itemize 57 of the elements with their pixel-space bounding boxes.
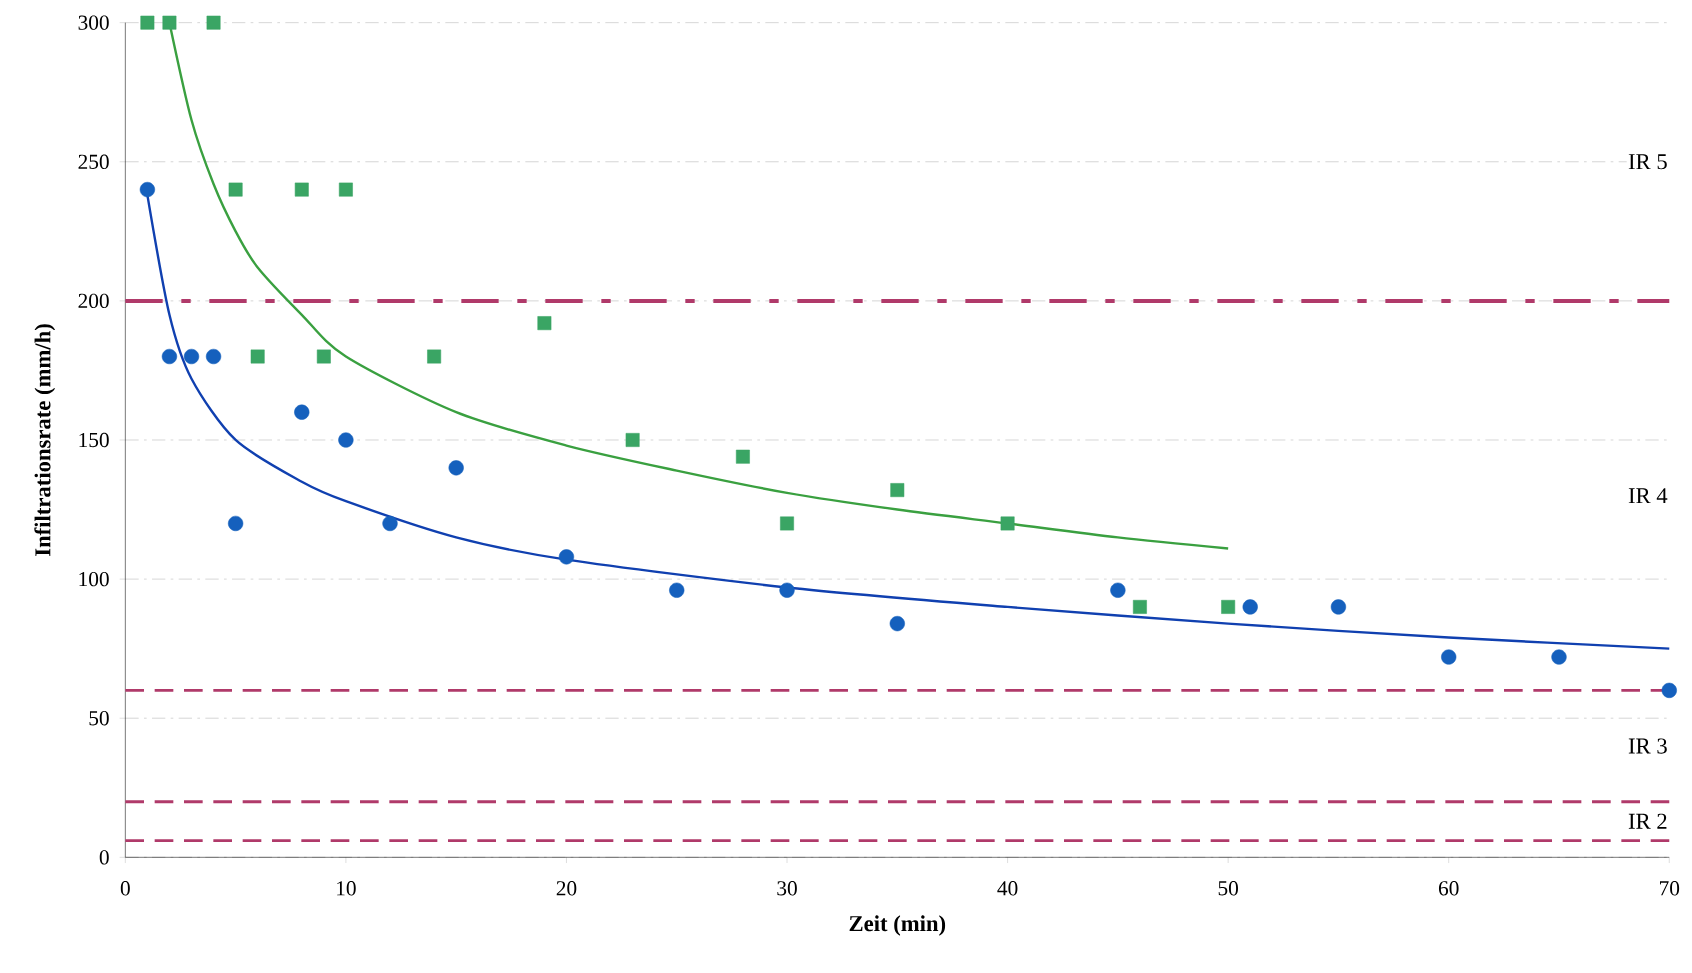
point <box>889 615 905 632</box>
point <box>1000 516 1015 531</box>
x-tick-label: 0 <box>120 880 130 896</box>
point <box>228 515 244 531</box>
point <box>1551 649 1567 665</box>
point <box>537 316 552 330</box>
x-tick-label: 10 <box>337 880 356 896</box>
point <box>890 482 905 497</box>
annotation: IR 4 <box>1628 488 1668 503</box>
annotation: IR 5 <box>1628 154 1667 170</box>
point <box>1441 649 1457 665</box>
x-axis-title: Zeit (min) <box>849 915 946 936</box>
x-tick-label: 70 <box>1660 880 1680 896</box>
point <box>338 432 354 448</box>
point <box>1132 599 1147 614</box>
y-axis-title: Infiltrationsrate (mm/h) <box>34 324 56 556</box>
point <box>382 515 398 531</box>
point <box>1221 599 1236 614</box>
y-tick-label: 250 <box>78 154 109 169</box>
point <box>780 516 794 531</box>
y-tick-label: 100 <box>79 571 109 587</box>
point <box>162 15 177 30</box>
annotation: IR 2 <box>1628 813 1667 829</box>
point <box>250 349 265 364</box>
y-tick-label: 0 <box>99 849 109 865</box>
point <box>779 582 795 598</box>
point <box>427 349 442 364</box>
y-tick-label: 150 <box>79 432 109 448</box>
point <box>1110 582 1126 598</box>
point <box>1661 682 1677 698</box>
point <box>1330 599 1347 615</box>
y-tick-label: 300 <box>78 15 109 30</box>
point <box>316 349 331 364</box>
point <box>735 449 750 464</box>
point <box>625 432 640 447</box>
point <box>140 15 155 30</box>
point <box>448 460 464 476</box>
x-tick-label: 20 <box>556 880 577 896</box>
point <box>294 404 310 420</box>
x-tick-label: 60 <box>1438 880 1459 896</box>
annotation: IR 3 <box>1628 738 1667 754</box>
point <box>139 181 155 198</box>
x-tick-label: 50 <box>1218 880 1238 896</box>
point <box>161 348 178 364</box>
x-tick-label: 30 <box>777 880 797 896</box>
point <box>183 348 200 364</box>
point <box>205 348 222 364</box>
x-tick-label: 40 <box>997 880 1018 896</box>
point <box>669 582 685 598</box>
y-tick-label: 200 <box>78 293 109 308</box>
point <box>558 549 575 565</box>
point <box>294 182 309 197</box>
y-tick-label: 50 <box>89 710 109 726</box>
point <box>206 15 221 30</box>
point <box>228 182 243 197</box>
point <box>338 182 353 197</box>
point <box>1242 599 1258 615</box>
